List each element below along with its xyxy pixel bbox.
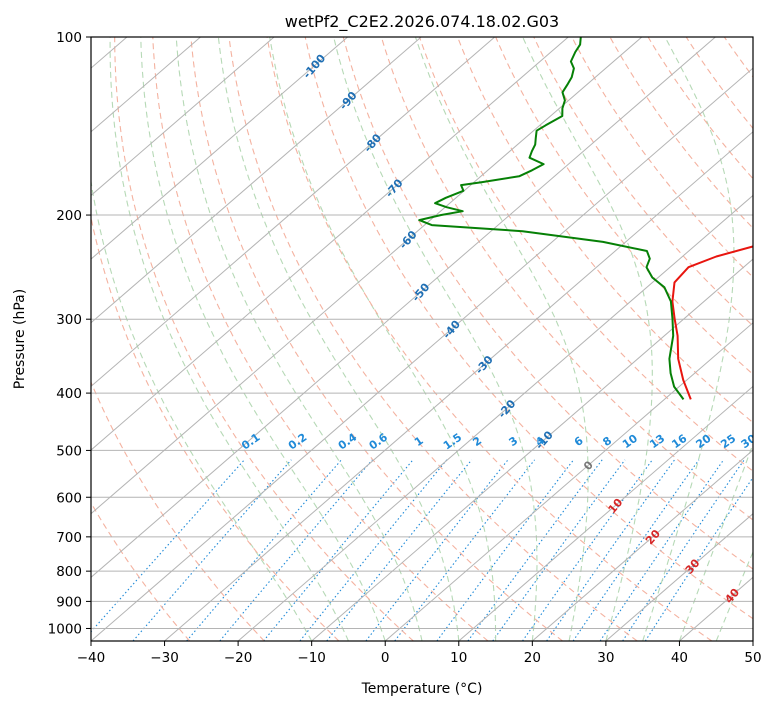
x-tick-label: −40: [77, 650, 106, 666]
dry-adiabat: [571, 37, 753, 278]
temperature-profile-line: [671, 37, 753, 400]
dry-adiabat: [304, 37, 753, 620]
plot-frame: [90, 36, 754, 642]
isotherm-line: [91, 37, 496, 388]
isotherm-line: [91, 37, 275, 197]
dry-adiabat: [418, 37, 753, 472]
x-tick-label: 20: [524, 650, 541, 666]
plot-area: -100-90-80-70-60-50-40-30-20-10010203040…: [91, 37, 753, 641]
dry-adiabat: [91, 380, 265, 641]
dry-adiabat: [647, 37, 753, 180]
dry-adiabat: [380, 37, 753, 521]
x-tick-label: 30: [597, 650, 614, 666]
moist-adiabat: [217, 37, 460, 641]
isotherm-line: [311, 258, 753, 641]
dry-adiabat: [228, 37, 638, 641]
moist-adiabat: [175, 37, 423, 641]
x-tick-label: 40: [671, 650, 688, 666]
isotherm-line: [91, 37, 643, 515]
moist-adiabat: [414, 37, 589, 641]
x-tick-label: 0: [381, 650, 390, 666]
isotherm-line: [605, 513, 753, 641]
y-axis-label: Pressure (hPa): [12, 289, 28, 389]
dry-adiabat: [266, 37, 713, 641]
isotherm-line: [532, 449, 753, 641]
mixing-ratio-line: [263, 459, 414, 641]
moist-adiabat: [109, 37, 349, 641]
dry-adiabat: [190, 37, 563, 641]
mixing-ratio-line: [599, 459, 725, 641]
x-axis-ticks: −40 −30 −20 −10 0 10 20 30 40 50: [77, 641, 762, 666]
mixing-ratio-line: [91, 459, 245, 633]
y-tick-label: 300: [56, 312, 82, 328]
dewpoint-profile-line: [418, 37, 685, 400]
isotherm-line: [91, 37, 422, 324]
mixing-ratio-line: [622, 459, 745, 641]
x-axis-label: Temperature (°C): [361, 681, 483, 697]
y-tick-label: 100: [56, 30, 82, 46]
isotherm-line: [91, 67, 753, 641]
y-tick-label: 800: [56, 564, 82, 580]
moist-adiabat: [91, 178, 313, 641]
dry-adiabat: [114, 37, 414, 641]
y-tick-label: 900: [56, 594, 82, 610]
y-axis-ticks: 1000 900 800 700 600 500 400 300 200 100: [48, 30, 91, 637]
y-tick-label: 500: [56, 443, 82, 459]
moist-adiabat: [522, 37, 653, 641]
dry-adiabat: [91, 215, 340, 641]
mixing-ratio-line: [572, 459, 700, 641]
isotherm-line: [164, 131, 753, 641]
dry-adiabat: [152, 37, 489, 641]
moist-adiabats: [91, 37, 753, 641]
isotherms: [91, 37, 753, 641]
y-tick-label: 400: [56, 386, 82, 402]
isobars: [91, 37, 753, 629]
moist-adiabat: [269, 37, 497, 641]
y-tick-label: 1000: [48, 621, 82, 637]
isotherm-line: [384, 322, 753, 641]
y-tick-label: 700: [56, 530, 82, 546]
mixing-ratio-line: [467, 459, 603, 641]
x-tick-label: −10: [297, 650, 326, 666]
isotherm-line: [91, 37, 716, 579]
isotherm-line: [458, 385, 753, 641]
isotherm-line: [91, 37, 348, 260]
moist-adiabat: [642, 37, 735, 641]
mixing-ratio-line: [219, 459, 373, 641]
mixing-ratio-line: [522, 459, 653, 641]
x-tick-label: 10: [450, 650, 467, 666]
mixing-ratio-line: [326, 459, 473, 641]
chart-title: wetPf2_C2E2.2026.074.18.02.G03: [285, 12, 559, 32]
profile-series: [418, 37, 753, 400]
x-tick-label: −30: [150, 650, 179, 666]
mixing-ratio-line: [644, 476, 753, 641]
moist-adiabat: [140, 37, 386, 641]
mixing-ratio-line: [299, 459, 448, 641]
y-tick-label: 600: [56, 490, 82, 506]
y-tick-label: 200: [56, 208, 82, 224]
isotherm-line: [91, 37, 569, 451]
moist-adiabat: [333, 37, 538, 641]
dry-adiabat: [342, 37, 753, 570]
mixing-ratio-line: [492, 459, 626, 641]
x-tick-label: 50: [744, 650, 761, 666]
dry-adiabat: [495, 37, 753, 375]
mixing-ratio-line: [436, 459, 575, 641]
x-tick-label: −20: [224, 650, 253, 666]
isotherm-line: [237, 194, 753, 641]
